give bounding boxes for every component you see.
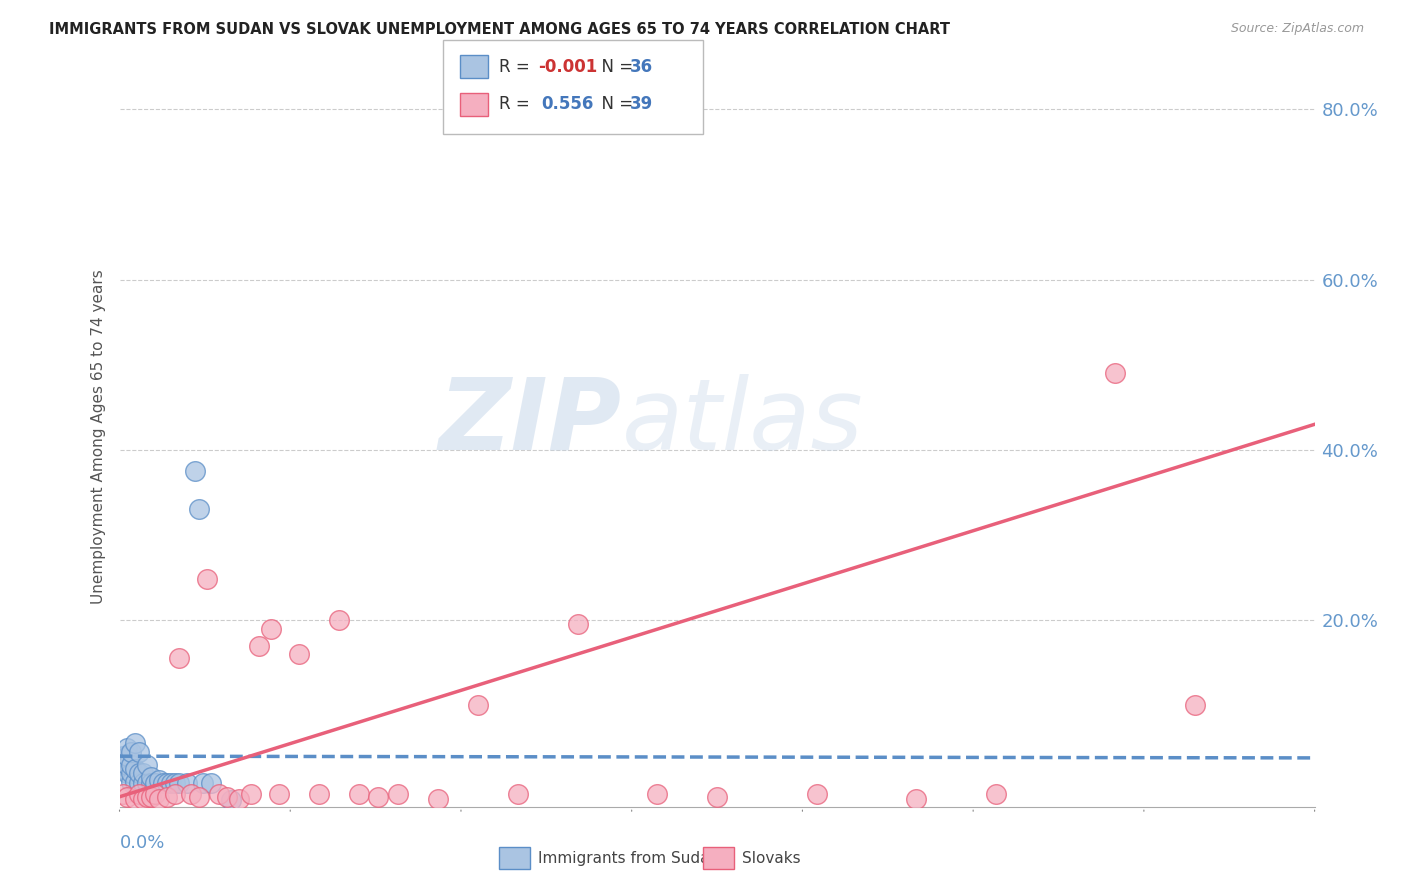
Text: atlas: atlas	[621, 374, 863, 471]
Text: 0.0%: 0.0%	[120, 834, 165, 852]
Point	[288, 647, 311, 661]
Point	[706, 790, 728, 805]
Point	[121, 774, 143, 789]
Point	[132, 776, 155, 790]
Point	[228, 791, 250, 805]
Text: 0.556: 0.556	[541, 95, 593, 113]
Point	[145, 788, 166, 802]
Point	[136, 757, 159, 772]
Point	[121, 766, 143, 780]
Point	[112, 757, 135, 772]
Point	[148, 772, 170, 787]
Point	[208, 788, 231, 802]
Point	[506, 788, 529, 802]
Y-axis label: Unemployment Among Ages 65 to 74 years: Unemployment Among Ages 65 to 74 years	[90, 269, 105, 605]
Point	[200, 776, 222, 790]
Point	[188, 790, 211, 805]
Point	[112, 749, 135, 764]
Point	[128, 766, 150, 780]
Point	[195, 572, 218, 586]
Point	[169, 776, 191, 790]
Point	[176, 776, 198, 790]
Text: N =: N =	[591, 58, 638, 76]
Point	[467, 698, 489, 713]
Text: R =: R =	[499, 95, 536, 113]
Point	[117, 790, 139, 805]
Text: IMMIGRANTS FROM SUDAN VS SLOVAK UNEMPLOYMENT AMONG AGES 65 TO 74 YEARS CORRELATI: IMMIGRANTS FROM SUDAN VS SLOVAK UNEMPLOY…	[49, 22, 950, 37]
Point	[121, 745, 143, 759]
Point	[141, 771, 163, 785]
Point	[647, 788, 669, 802]
Point	[328, 613, 350, 627]
Point	[165, 788, 187, 802]
Point	[367, 790, 389, 805]
Text: 39: 39	[630, 95, 654, 113]
Point	[128, 788, 150, 802]
Text: R =: R =	[499, 58, 536, 76]
Point	[169, 651, 191, 665]
Point	[117, 766, 139, 780]
Point	[191, 776, 215, 790]
Text: Source: ZipAtlas.com: Source: ZipAtlas.com	[1230, 22, 1364, 36]
Point	[267, 788, 290, 802]
Point	[141, 790, 163, 805]
Point	[180, 788, 202, 802]
Point	[121, 757, 143, 772]
Text: Immigrants from Sudan: Immigrants from Sudan	[538, 851, 720, 865]
Text: -0.001: -0.001	[538, 58, 598, 76]
Point	[347, 788, 370, 802]
Point	[156, 776, 179, 790]
Point	[806, 788, 828, 802]
Text: N =: N =	[591, 95, 638, 113]
Point	[160, 776, 183, 790]
Point	[984, 788, 1007, 802]
Point	[136, 790, 159, 805]
Point	[124, 762, 146, 776]
Point	[567, 617, 589, 632]
Text: ZIP: ZIP	[439, 374, 621, 471]
Point	[905, 791, 928, 805]
Point	[387, 788, 409, 802]
Point	[128, 745, 150, 759]
Point	[219, 793, 242, 807]
Point	[124, 774, 146, 789]
Point	[132, 766, 155, 780]
Point	[1184, 698, 1206, 713]
Text: 36: 36	[630, 58, 652, 76]
Point	[260, 622, 283, 636]
Point	[112, 788, 135, 802]
Point	[165, 776, 187, 790]
Point	[1104, 366, 1126, 380]
Point	[128, 776, 150, 790]
Point	[308, 788, 330, 802]
Point	[132, 791, 155, 805]
Point	[145, 776, 166, 790]
Point	[427, 791, 450, 805]
Point	[152, 776, 174, 790]
Point	[188, 502, 211, 516]
Text: Slovaks: Slovaks	[742, 851, 801, 865]
Point	[117, 757, 139, 772]
Point	[117, 740, 139, 755]
Point	[156, 790, 179, 805]
Point	[124, 736, 146, 750]
Point	[148, 791, 170, 805]
Point	[217, 790, 239, 805]
Point	[240, 788, 263, 802]
Point	[247, 639, 270, 653]
Point	[184, 464, 207, 478]
Point	[141, 776, 163, 790]
Point	[112, 762, 135, 776]
Point	[136, 776, 159, 790]
Point	[124, 791, 146, 805]
Point	[117, 749, 139, 764]
